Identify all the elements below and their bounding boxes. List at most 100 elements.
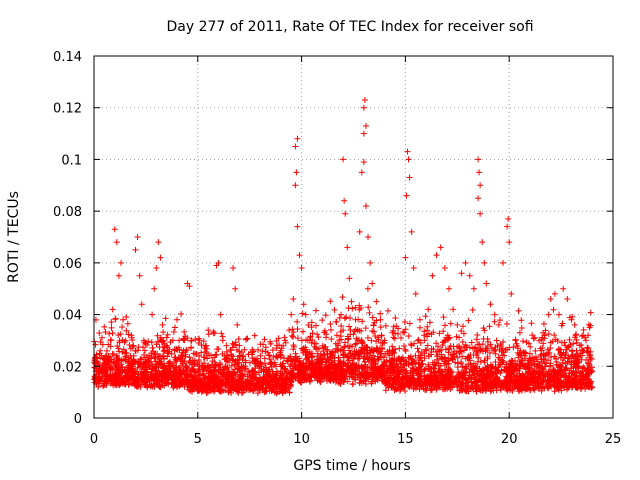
data-point — [215, 259, 222, 266]
data-point — [569, 370, 576, 377]
data-point — [327, 320, 334, 327]
data-point — [321, 352, 328, 359]
data-point — [272, 371, 279, 378]
data-point — [117, 379, 124, 386]
data-point — [526, 365, 533, 372]
data-point — [268, 360, 275, 367]
data-point — [442, 346, 449, 353]
data-point — [155, 353, 162, 360]
data-point — [482, 364, 489, 371]
data-point — [372, 378, 379, 385]
data-point — [378, 332, 385, 339]
data-point — [432, 381, 439, 388]
data-point — [357, 371, 364, 378]
data-point — [118, 357, 125, 364]
data-point — [275, 382, 282, 389]
data-point — [567, 358, 574, 365]
data-point — [584, 344, 591, 351]
data-point — [498, 357, 505, 364]
data-point — [527, 343, 534, 350]
data-point — [488, 345, 495, 352]
data-point — [435, 368, 442, 375]
data-point — [392, 346, 399, 353]
data-point — [504, 346, 511, 353]
data-point — [498, 367, 505, 374]
data-point — [122, 350, 129, 357]
data-point — [321, 373, 328, 380]
data-point — [359, 318, 366, 325]
data-point — [412, 352, 419, 359]
data-point — [453, 333, 460, 340]
data-point — [158, 378, 165, 385]
data-point — [230, 357, 237, 364]
data-point — [586, 324, 593, 331]
data-point — [292, 143, 299, 150]
data-points — [91, 96, 596, 397]
data-point — [548, 372, 555, 379]
data-point — [581, 334, 588, 341]
data-point — [412, 381, 419, 388]
data-point — [288, 311, 295, 318]
data-point — [381, 337, 388, 344]
data-point — [346, 275, 353, 282]
data-point — [492, 380, 499, 387]
data-point — [257, 374, 264, 381]
data-point — [398, 358, 405, 365]
data-point — [523, 385, 530, 392]
data-point — [323, 359, 330, 366]
data-point — [214, 385, 221, 392]
data-point — [479, 372, 486, 379]
data-point — [457, 387, 464, 394]
data-point — [300, 359, 307, 366]
data-point — [115, 372, 122, 379]
data-point — [119, 324, 126, 331]
data-point — [565, 379, 572, 386]
data-point — [325, 363, 332, 370]
data-point — [224, 352, 231, 359]
data-point — [258, 367, 265, 374]
data-point — [581, 365, 588, 372]
data-point — [228, 373, 235, 380]
data-point — [459, 372, 466, 379]
data-point — [191, 361, 198, 368]
data-point — [225, 368, 232, 375]
data-point — [233, 383, 240, 390]
data-point — [251, 332, 258, 339]
data-point — [121, 338, 128, 345]
data-point — [457, 348, 464, 355]
data-point — [408, 228, 415, 235]
data-point — [540, 356, 547, 363]
data-point — [554, 384, 561, 391]
data-point — [402, 326, 409, 333]
data-point — [155, 382, 162, 389]
data-point — [565, 355, 572, 362]
data-point — [336, 336, 343, 343]
data-point — [531, 334, 538, 341]
data-point — [103, 363, 110, 370]
data-point — [165, 362, 172, 369]
data-point — [180, 368, 187, 375]
data-point — [129, 337, 136, 344]
data-point — [493, 337, 500, 344]
data-point — [466, 355, 473, 362]
data-point — [305, 321, 312, 328]
data-point — [421, 337, 428, 344]
data-point — [564, 344, 571, 351]
data-point — [277, 370, 284, 377]
data-point — [239, 372, 246, 379]
data-point — [365, 234, 372, 240]
data-point — [471, 345, 478, 352]
data-point — [364, 350, 371, 357]
data-point — [382, 322, 389, 329]
data-point — [415, 336, 422, 343]
data-point — [415, 348, 422, 355]
data-point — [194, 378, 201, 385]
data-point — [316, 345, 323, 352]
data-point — [205, 331, 212, 338]
data-point — [199, 362, 206, 369]
data-point — [171, 359, 178, 366]
data-point — [423, 374, 430, 381]
data-point — [535, 362, 542, 369]
data-point — [462, 259, 469, 266]
data-point — [182, 363, 189, 370]
